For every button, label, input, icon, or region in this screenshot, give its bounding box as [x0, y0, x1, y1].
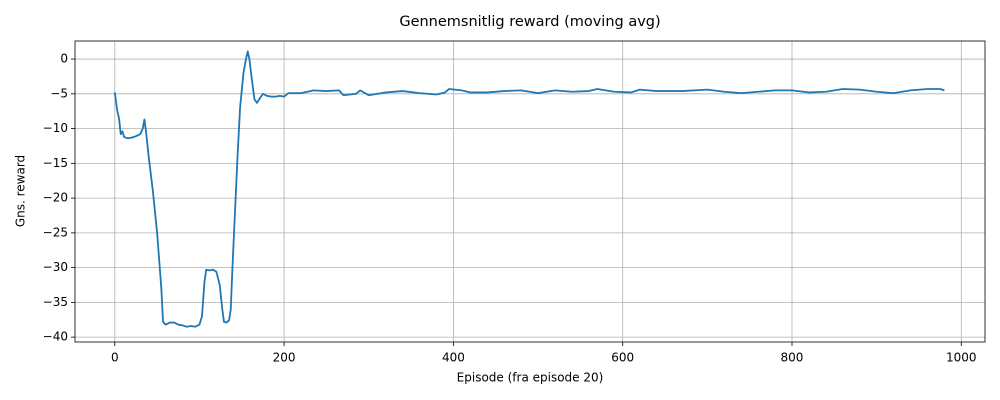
y-tick-label: −10	[43, 121, 68, 135]
y-tick-label: −15	[43, 156, 68, 170]
chart-title: Gennemsnitlig reward (moving avg)	[399, 14, 660, 30]
x-axis-label: Episode (fra episode 20)	[457, 371, 604, 385]
y-tick-label: −25	[43, 225, 68, 239]
y-axis-label: Gns. reward	[14, 155, 28, 227]
line	[113, 50, 945, 328]
y-tick-label: −30	[43, 260, 68, 274]
x-tick-label: 400	[442, 351, 465, 365]
y-tick-label: 0	[60, 52, 68, 66]
x-tick-label: 600	[611, 351, 634, 365]
y-tick-label: −5	[50, 86, 68, 100]
y-tick-label: −20	[43, 191, 68, 205]
x-tick-label: 800	[781, 351, 804, 365]
y-tick-label: −40	[43, 330, 68, 344]
x-tick-label: 0	[111, 351, 119, 365]
x-tick-label: 200	[273, 351, 296, 365]
plot-frame	[74, 40, 986, 343]
y-tick-label: −35	[43, 295, 68, 309]
x-tick-label: 1000	[946, 351, 977, 365]
